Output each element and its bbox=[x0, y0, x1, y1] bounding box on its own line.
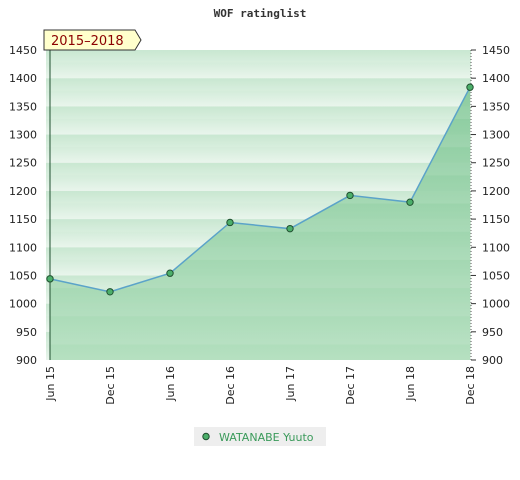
y-tick-label-right: 1200 bbox=[482, 185, 510, 198]
y-tick-label-right: 1250 bbox=[482, 157, 510, 170]
x-tick-label: Dec 15 bbox=[104, 366, 117, 405]
x-tick-label: Jun 15 bbox=[44, 366, 57, 402]
period-badge: 2015–2018 bbox=[43, 29, 142, 51]
x-tick-label: Dec 18 bbox=[464, 366, 477, 405]
data-point[interactable] bbox=[46, 275, 54, 283]
data-point[interactable] bbox=[106, 288, 114, 296]
y-tick-label-right: 1300 bbox=[482, 129, 510, 142]
y-tick-label: 1100 bbox=[9, 241, 37, 254]
y-tick-label: 1200 bbox=[9, 185, 37, 198]
data-point[interactable] bbox=[166, 269, 174, 277]
data-point[interactable] bbox=[346, 191, 354, 200]
legend[interactable]: WATANABE Yuuto bbox=[194, 427, 326, 446]
x-tick-label: Dec 16 bbox=[224, 366, 237, 405]
x-tick-label: Jun 18 bbox=[404, 366, 417, 402]
area-band-highlight bbox=[46, 331, 471, 345]
area-band-highlight bbox=[46, 162, 471, 176]
area-band-highlight bbox=[46, 303, 471, 317]
area-band-highlight bbox=[46, 134, 471, 148]
x-tick-label: Jun 16 bbox=[164, 366, 177, 402]
y-tick-label-right: 1050 bbox=[482, 269, 510, 282]
y-tick-label-right: 1450 bbox=[482, 44, 510, 57]
y-tick-label: 900 bbox=[16, 354, 37, 367]
y-tick-label: 1250 bbox=[9, 157, 37, 170]
series-polyline bbox=[49, 86, 471, 293]
y-tick-label: 1350 bbox=[9, 100, 37, 113]
legend-series-name: WATANABE Yuuto bbox=[219, 431, 314, 444]
y-tick-label-right: 950 bbox=[482, 326, 503, 339]
x-tick-label: Dec 17 bbox=[344, 366, 357, 405]
y-tick-label-right: 900 bbox=[482, 354, 503, 367]
period-label: 2015–2018 bbox=[51, 34, 124, 49]
area-fill bbox=[50, 87, 470, 360]
y-tick-label-right: 1150 bbox=[482, 213, 510, 226]
background-band bbox=[46, 134, 471, 163]
area-band-highlight bbox=[46, 106, 471, 120]
area-band-highlight bbox=[46, 50, 471, 63]
legend-box bbox=[194, 427, 326, 446]
y-axis-left: 900 950 1000 1050 1100 1150 1200 1250 1300 1350 14… bbox=[9, 44, 37, 367]
data-point[interactable] bbox=[406, 198, 414, 206]
y-tick-label: 1450 bbox=[9, 44, 37, 57]
y-tick-label-right: 1000 bbox=[482, 298, 510, 311]
x-tick-label: Jun 17 bbox=[284, 366, 297, 402]
y-tick-label-right: 1350 bbox=[482, 100, 510, 113]
data-point[interactable] bbox=[226, 218, 234, 227]
area-band-highlight bbox=[46, 78, 471, 91]
y-tick-label-right: 1100 bbox=[482, 241, 510, 254]
y-tick-label: 1150 bbox=[9, 213, 37, 226]
series-area bbox=[46, 50, 471, 360]
area-band-highlight bbox=[46, 247, 471, 260]
y-tick-label: 950 bbox=[16, 326, 37, 339]
y-tick-label: 1050 bbox=[9, 269, 37, 282]
background-band bbox=[46, 78, 471, 107]
y-tick-label-right: 1400 bbox=[482, 72, 510, 85]
x-axis: Jun 15 Dec 15 Jun 16 Dec 16 Jun 17 Dec 17 Jun … bbox=[44, 366, 477, 405]
chart-title: WOF ratinglist bbox=[214, 7, 307, 20]
area-band-highlight bbox=[46, 275, 471, 289]
period-badge-box bbox=[43, 29, 142, 51]
axes bbox=[49, 50, 472, 360]
y-axis-right: 900 950 1000 1050 1100 1150 1200 1250 1300 1350 14… bbox=[471, 44, 510, 367]
background-band bbox=[46, 106, 471, 135]
series-line bbox=[46, 83, 474, 296]
background-band bbox=[46, 50, 471, 79]
data-point[interactable] bbox=[286, 224, 294, 233]
y-tick-label: 1000 bbox=[9, 298, 37, 311]
y-tick-label: 1400 bbox=[9, 72, 37, 85]
data-point[interactable] bbox=[466, 83, 474, 91]
area-band-highlight bbox=[46, 190, 471, 204]
y-tick-label: 1300 bbox=[9, 129, 37, 142]
legend-marker-icon bbox=[202, 432, 210, 441]
background-band bbox=[46, 162, 471, 191]
